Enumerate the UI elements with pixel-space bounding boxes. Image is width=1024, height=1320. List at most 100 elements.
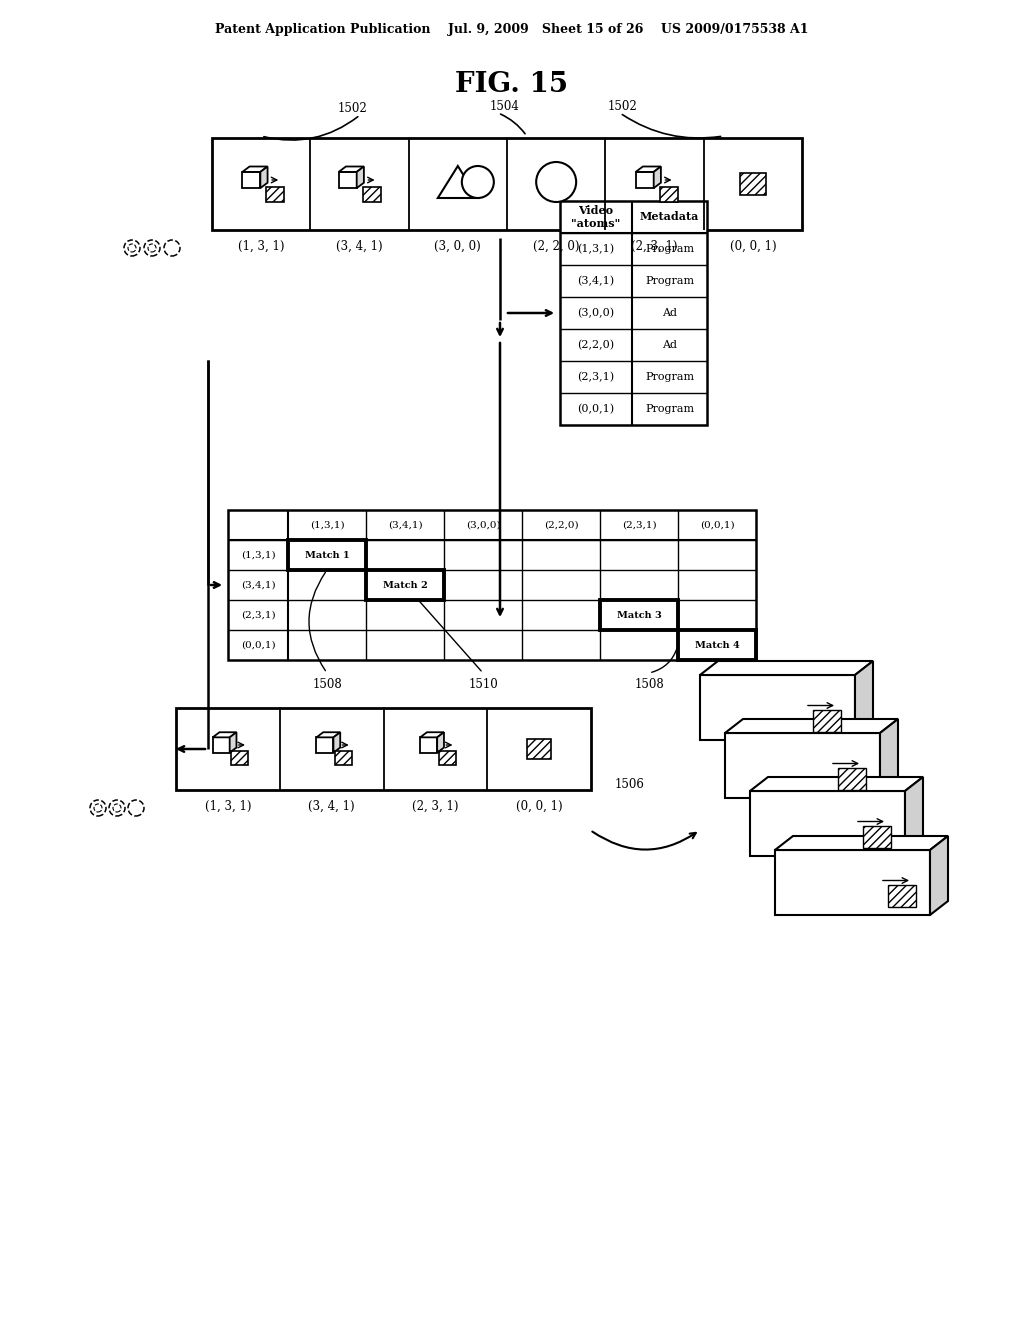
Text: (2,2,0): (2,2,0) — [544, 520, 579, 529]
Text: (3, 4, 1): (3, 4, 1) — [308, 800, 355, 813]
Text: (3, 0, 0): (3, 0, 0) — [434, 240, 481, 253]
Text: (2, 3, 1): (2, 3, 1) — [631, 240, 678, 253]
Bar — [266, 186, 285, 202]
Bar — [366, 570, 444, 601]
Bar — [560, 201, 707, 425]
Bar — [739, 173, 766, 195]
Text: (3, 4, 1): (3, 4, 1) — [336, 240, 383, 253]
Polygon shape — [316, 733, 340, 738]
Text: (0,0,1): (0,0,1) — [699, 520, 734, 529]
Bar — [213, 738, 229, 752]
Text: (1,3,1): (1,3,1) — [309, 520, 344, 529]
Polygon shape — [243, 166, 267, 172]
Polygon shape — [855, 661, 873, 741]
Text: Ad: Ad — [662, 308, 677, 318]
Text: (2,3,1): (2,3,1) — [241, 610, 275, 619]
Text: (2,3,1): (2,3,1) — [622, 520, 656, 529]
Bar — [288, 540, 366, 570]
Bar — [838, 768, 866, 789]
Text: Match 2: Match 2 — [383, 581, 427, 590]
Polygon shape — [636, 166, 660, 172]
Circle shape — [537, 162, 577, 202]
Bar — [775, 850, 930, 915]
Text: 1504: 1504 — [490, 100, 520, 114]
Polygon shape — [339, 166, 364, 172]
Text: (1,3,1): (1,3,1) — [241, 550, 275, 560]
Bar — [339, 172, 356, 187]
Polygon shape — [725, 719, 898, 733]
Text: (0,0,1): (0,0,1) — [578, 404, 614, 414]
Text: (0, 0, 1): (0, 0, 1) — [729, 240, 776, 253]
Bar — [678, 630, 756, 660]
Text: Match 4: Match 4 — [694, 640, 739, 649]
Text: 1502: 1502 — [338, 102, 368, 115]
Text: (3,0,0): (3,0,0) — [466, 520, 501, 529]
Text: (1, 3, 1): (1, 3, 1) — [238, 240, 285, 253]
Text: 1508: 1508 — [634, 678, 664, 690]
Polygon shape — [229, 733, 237, 752]
Text: 1508: 1508 — [312, 678, 342, 690]
Text: Ad: Ad — [662, 341, 677, 350]
Bar — [420, 738, 437, 752]
Bar — [439, 751, 456, 766]
Polygon shape — [334, 733, 340, 752]
Text: 1502: 1502 — [608, 100, 638, 114]
Circle shape — [462, 166, 494, 198]
Bar — [725, 733, 880, 799]
Polygon shape — [700, 661, 873, 675]
Polygon shape — [437, 733, 444, 752]
Bar — [750, 791, 905, 855]
Polygon shape — [420, 733, 444, 738]
Text: Video
"atoms": Video "atoms" — [571, 205, 621, 228]
Polygon shape — [930, 836, 948, 915]
Text: Patent Application Publication    Jul. 9, 2009   Sheet 15 of 26    US 2009/01755: Patent Application Publication Jul. 9, 2… — [215, 24, 809, 37]
Text: (2, 3, 1): (2, 3, 1) — [412, 800, 459, 813]
Bar — [362, 186, 381, 202]
Polygon shape — [213, 733, 237, 738]
Bar — [700, 675, 855, 741]
Bar — [636, 172, 653, 187]
Polygon shape — [905, 777, 923, 855]
Text: (3,4,1): (3,4,1) — [241, 581, 275, 590]
Text: (2,2,0): (2,2,0) — [578, 339, 614, 350]
Bar — [176, 708, 591, 789]
Bar — [212, 139, 802, 230]
Text: Match 1: Match 1 — [305, 550, 349, 560]
Bar — [863, 826, 891, 847]
Text: Program: Program — [645, 404, 694, 414]
Polygon shape — [653, 166, 660, 187]
Text: FIG. 15: FIG. 15 — [456, 71, 568, 99]
Text: (0,0,1): (0,0,1) — [241, 640, 275, 649]
Text: (2, 2, 0): (2, 2, 0) — [532, 240, 580, 253]
Text: (1, 3, 1): (1, 3, 1) — [205, 800, 251, 813]
Text: (2,3,1): (2,3,1) — [578, 372, 614, 383]
Bar — [600, 601, 678, 630]
Polygon shape — [438, 166, 478, 198]
Bar — [888, 884, 916, 907]
Text: (3,4,1): (3,4,1) — [578, 276, 614, 286]
Polygon shape — [775, 836, 948, 850]
Bar — [813, 710, 841, 733]
Bar — [335, 751, 352, 766]
Text: (3,0,0): (3,0,0) — [578, 308, 614, 318]
Bar — [527, 739, 551, 759]
Bar — [659, 186, 678, 202]
Text: Program: Program — [645, 372, 694, 381]
Polygon shape — [880, 719, 898, 799]
Bar — [316, 738, 334, 752]
Text: (3,4,1): (3,4,1) — [388, 520, 422, 529]
Text: Metadata: Metadata — [640, 211, 699, 223]
Text: Program: Program — [645, 276, 694, 286]
Bar — [228, 510, 756, 660]
Polygon shape — [750, 777, 923, 791]
Bar — [243, 172, 260, 187]
Polygon shape — [356, 166, 364, 187]
Polygon shape — [260, 166, 267, 187]
Text: 1510: 1510 — [468, 678, 498, 690]
Bar — [231, 751, 249, 766]
Text: 1506: 1506 — [615, 779, 645, 792]
Text: (1,3,1): (1,3,1) — [578, 244, 614, 255]
Text: Program: Program — [645, 244, 694, 253]
Text: Match 3: Match 3 — [616, 610, 662, 619]
Text: (0, 0, 1): (0, 0, 1) — [516, 800, 562, 813]
